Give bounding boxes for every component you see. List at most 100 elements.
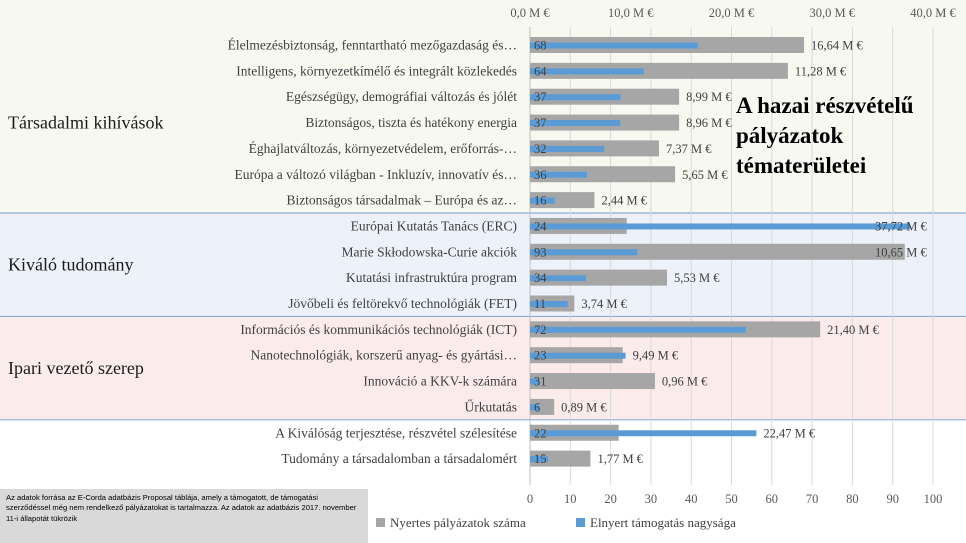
category-label: Innováció a KKV-k számára — [363, 374, 517, 389]
count-label: 22 — [534, 426, 547, 440]
count-label: 6 — [534, 400, 540, 414]
value-label: 22,47 M € — [763, 426, 815, 440]
value-bar — [530, 378, 540, 385]
legend-label-count: Nyertes pályázatok száma — [390, 515, 526, 530]
value-label: 5,53 M € — [674, 271, 720, 285]
category-label: Űrkutatás — [465, 399, 517, 414]
value-bar — [530, 430, 757, 437]
category-label: Információs és kommunikációs technológiá… — [240, 322, 517, 337]
value-label: 0,96 M € — [662, 375, 708, 389]
chart-title-line: A hazai részvételű — [736, 93, 914, 118]
value-bar — [530, 249, 638, 256]
count-label: 15 — [534, 452, 547, 466]
count-label: 11 — [534, 297, 546, 311]
chart-title-line: tématerületei — [736, 153, 867, 178]
count-label: 23 — [534, 349, 547, 363]
bottom-tick-label: 80 — [846, 492, 859, 506]
count-label: 72 — [534, 323, 547, 337]
value-bar — [530, 120, 621, 127]
value-label: 16,64 M € — [811, 39, 863, 53]
category-label: Európai Kutatás Tanács (ERC) — [351, 218, 517, 233]
category-label: Marie Skłodowska-Curie akciók — [342, 244, 518, 259]
category-label: Biztonságos, tiszta és hatékony energia — [305, 115, 517, 130]
count-bar — [530, 398, 555, 415]
value-bar — [530, 223, 911, 230]
legend-swatch-count — [376, 518, 385, 527]
category-label: Nanotechnológiák, korszerű anyag- és gyá… — [250, 348, 517, 363]
value-label: 7,37 M € — [666, 142, 712, 156]
value-bar — [530, 404, 539, 411]
category-label: Jövőbeli és feltörekvő technológiák (FET… — [288, 296, 517, 311]
group-label: Társadalmi kihívások — [8, 113, 163, 133]
value-label: 8,96 M € — [686, 116, 732, 130]
value-bar — [530, 326, 746, 333]
count-bar — [530, 269, 668, 286]
top-tick-label: 0,0 M € — [510, 6, 550, 20]
count-bar — [530, 62, 788, 79]
legend-swatch-value — [576, 518, 585, 527]
count-label: 32 — [534, 142, 547, 156]
value-bar — [530, 145, 605, 152]
bottom-tick-label: 30 — [645, 492, 658, 506]
count-bar — [530, 373, 655, 390]
category-label: Európa a változó világban - Inkluzív, in… — [234, 167, 517, 182]
category-label: A Kiválóság terjesztése, részvétel széle… — [275, 425, 517, 440]
bottom-tick-label: 20 — [604, 492, 617, 506]
value-bar — [530, 68, 644, 75]
value-label: 11,28 M € — [795, 64, 847, 78]
count-label: 34 — [534, 271, 547, 285]
count-bar — [530, 192, 595, 209]
category-label: Élelmezésbiztonság, fenntartható mezőgaz… — [228, 38, 517, 53]
group-label: Ipari vezető szerep — [8, 358, 144, 378]
value-label: 8,99 M € — [686, 90, 732, 104]
value-bar — [530, 197, 555, 204]
top-tick-label: 30,0 M € — [810, 6, 856, 20]
source-note: Az adatok forrása az E-Corda adatbázis P… — [0, 489, 368, 543]
group-label: Kiváló tudomány — [8, 255, 133, 275]
bottom-tick-label: 10 — [564, 492, 577, 506]
bottom-tick-label: 50 — [725, 492, 738, 506]
bottom-tick-label: 100 — [924, 492, 943, 506]
count-label: 36 — [534, 168, 547, 182]
bottom-tick-label: 40 — [685, 492, 698, 506]
count-label: 16 — [534, 194, 547, 208]
value-bar — [530, 94, 621, 101]
category-label: Biztonságos társadalmak – Európa és az… — [286, 193, 517, 208]
value-bar — [530, 301, 568, 307]
value-bar — [530, 275, 586, 282]
count-bar — [530, 450, 591, 467]
bottom-tick-label: 70 — [806, 492, 819, 506]
category-label: Tudomány a társadalomban a társadalomért — [281, 451, 517, 466]
value-bar — [530, 171, 587, 178]
count-label: 93 — [534, 245, 547, 259]
chart-title-line: pályázatok — [736, 123, 844, 148]
value-label: 9,49 M € — [633, 349, 679, 363]
count-bar — [530, 166, 676, 183]
value-label: 0,89 M € — [561, 400, 607, 414]
value-label: 37,72 M € — [875, 219, 927, 233]
legend-label-value: Elnyert támogatás nagysága — [590, 515, 736, 530]
count-label: 37 — [534, 90, 547, 104]
top-tick-label: 40,0 M € — [910, 6, 956, 20]
value-bar — [530, 42, 698, 49]
count-label: 37 — [534, 116, 547, 130]
count-label: 68 — [534, 39, 547, 53]
bottom-tick-label: 90 — [886, 492, 899, 506]
value-label: 1,77 M € — [597, 452, 643, 466]
top-tick-label: 20,0 M € — [709, 6, 755, 20]
category-label: Intelligens, környezetkímélő és integrál… — [236, 63, 517, 78]
count-label: 64 — [534, 64, 547, 78]
category-label: Éghajlatváltozás, környezetvédelem, erőf… — [249, 141, 517, 156]
category-label: Egészségügy, demográfiai változás és jól… — [286, 89, 517, 104]
group-band — [0, 213, 966, 317]
value-label: 5,65 M € — [682, 168, 728, 182]
value-bar — [530, 352, 626, 359]
count-bar — [530, 243, 905, 260]
bottom-tick-label: 60 — [766, 492, 779, 506]
category-label: Kutatási infrastruktúra program — [346, 270, 517, 285]
value-label: 21,40 M € — [827, 323, 879, 337]
value-label: 3,74 M € — [581, 297, 627, 311]
count-label: 31 — [534, 375, 547, 389]
top-tick-label: 10,0 M € — [608, 6, 654, 20]
